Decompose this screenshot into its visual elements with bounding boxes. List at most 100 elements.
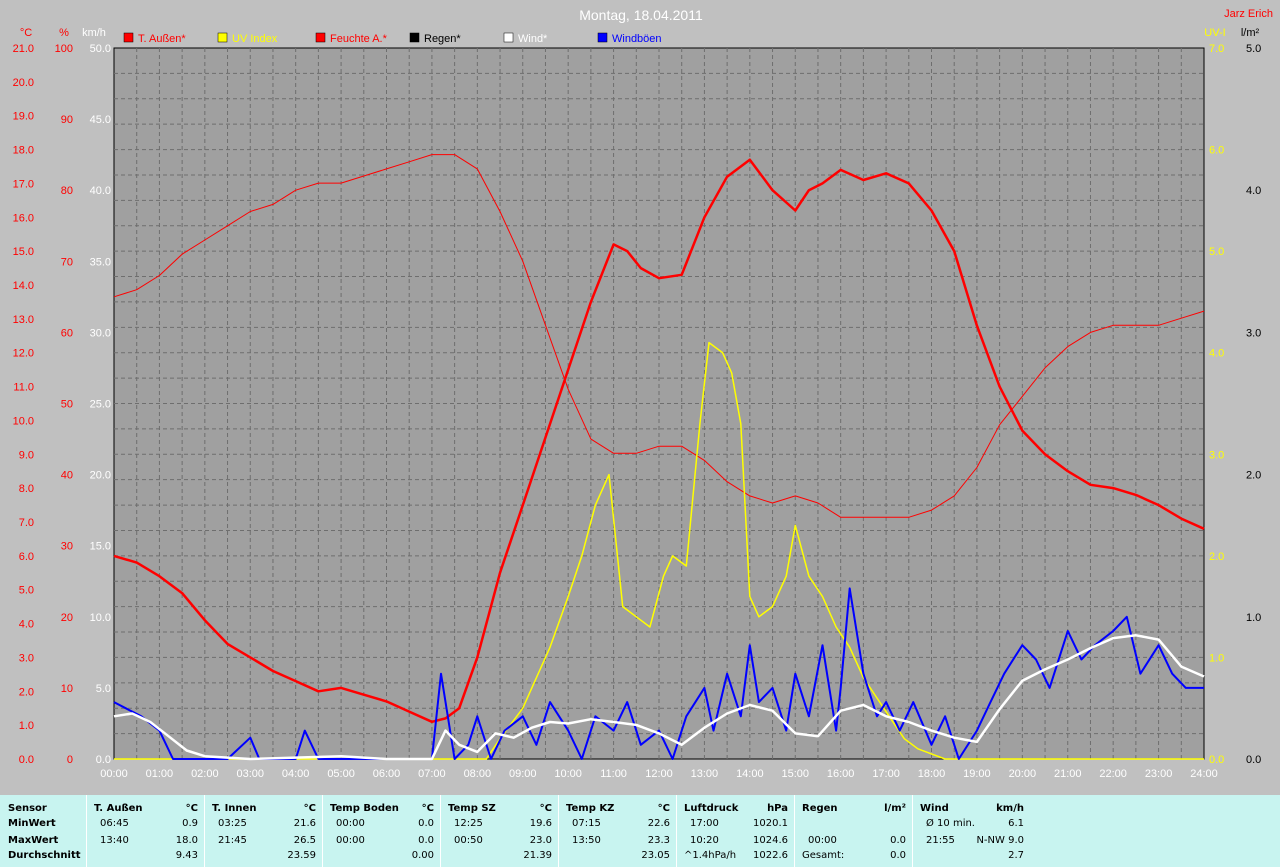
stat-min-value: 0.9: [182, 818, 198, 829]
legend-label: Wind*: [518, 33, 548, 45]
stat-max-value: 18.0: [175, 835, 198, 846]
temp-tick-label: 2.0: [19, 686, 34, 698]
column-separator: [86, 795, 87, 867]
humidity-unit-label: %: [59, 27, 69, 39]
temp-tick-label: 19.0: [13, 111, 34, 123]
x-tick-label: 00:00: [100, 768, 128, 780]
stat-avg-value: 2.7: [1008, 850, 1024, 861]
x-tick-label: 01:00: [146, 768, 174, 780]
x-tick-label: 22:00: [1099, 768, 1127, 780]
temp-tick-label: 15.0: [13, 246, 34, 258]
stat-unit: °C: [421, 803, 434, 814]
uv-tick-label: 7.0: [1209, 43, 1224, 55]
stat-title: T. Innen: [212, 803, 257, 814]
rain-tick-label: 5.0: [1246, 43, 1261, 55]
x-tick-label: 12:00: [645, 768, 673, 780]
temp-tick-label: 13.0: [13, 314, 34, 326]
temp-tick-label: 9.0: [19, 449, 34, 461]
stat-title: Temp Boden: [330, 803, 399, 814]
uv-tick-label: 0.0: [1209, 754, 1224, 766]
stat-min-value: 1020.1: [753, 818, 788, 829]
temp-tick-label: 5.0: [19, 585, 34, 597]
stat-max-value: N-NW 9.0: [976, 835, 1024, 846]
humidity-tick-label: 40: [61, 470, 73, 482]
series-group: [113, 154, 1205, 761]
stat-max-time: 00:50: [454, 835, 483, 846]
label-max: MaxWert: [8, 835, 59, 846]
temp-tick-label: 3.0: [19, 652, 34, 664]
humidity-tick-label: 80: [61, 185, 73, 197]
stat-min-time: 17:00: [690, 818, 719, 829]
stat-max-value: 0.0: [418, 835, 434, 846]
series-line: [114, 341, 1204, 760]
legend-label: Regen*: [424, 33, 461, 45]
temp-tick-label: 8.0: [19, 483, 34, 495]
column-separator: [912, 795, 913, 867]
chart-title: Montag, 18.04.2011: [579, 7, 703, 23]
stats-column: T. Außen °C 06:45 0.9 13:40 18.0 9.43: [88, 795, 206, 867]
temp-tick-label: 1.0: [19, 720, 34, 732]
temp-tick-label: 20.0: [13, 77, 34, 89]
stat-unit: km/h: [996, 803, 1024, 814]
uv-tick-label: 3.0: [1209, 449, 1224, 461]
x-tick-label: 09:00: [509, 768, 537, 780]
column-separator: [676, 795, 677, 867]
axes: 00:00 01:00 02:00 03:00 04:00 05:00 06:00 07:00…: [13, 27, 1262, 780]
stat-min-value: 22.6: [647, 818, 670, 829]
stat-title: T. Außen: [94, 803, 143, 814]
rain-tick-label: 1.0: [1246, 612, 1261, 624]
stat-title: Regen: [802, 803, 838, 814]
uv-tick-label: 4.0: [1209, 348, 1224, 360]
stat-max-value: 0.0: [890, 835, 906, 846]
wind-tick-label: 5.0: [96, 683, 111, 695]
temp-tick-label: 12.0: [13, 348, 34, 360]
uv-tick-label: 5.0: [1209, 246, 1224, 258]
stat-min-value: 0.0: [418, 818, 434, 829]
rain-unit-label: l/m²: [1241, 27, 1260, 39]
stat-avg-value: 9.43: [175, 850, 198, 861]
stat-max-time: 00:00: [336, 835, 365, 846]
stat-title: Temp SZ: [448, 803, 496, 814]
stat-unit: °C: [539, 803, 552, 814]
stat-max-value: 23.3: [647, 835, 670, 846]
weather-chart: Montag, 18.04.2011 Jarz Erich T. Außen* U…: [12, 7, 1273, 780]
stat-max-time: 21:55: [926, 835, 955, 846]
stat-avg-value: 0.0: [890, 850, 906, 861]
x-tick-label: 21:00: [1054, 768, 1082, 780]
stat-min-value: 19.6: [529, 818, 552, 829]
stat-avg-value: 21.39: [523, 850, 552, 861]
legend-swatch: [503, 32, 514, 43]
stats-column: Temp SZ °C 12:25 19.6 00:50 23.0 21.39: [442, 795, 560, 867]
x-tick-label: 02:00: [191, 768, 219, 780]
stat-max-time: 13:50: [572, 835, 601, 846]
stat-max-time: 10:20: [690, 835, 719, 846]
legend-swatch: [315, 32, 326, 43]
wind-tick-label: 50.0: [90, 43, 111, 55]
wind-tick-label: 20.0: [90, 470, 111, 482]
legend-swatch: [217, 32, 228, 43]
wind-tick-label: 30.0: [90, 327, 111, 339]
temp-tick-label: 14.0: [13, 280, 34, 292]
column-separator: [558, 795, 559, 867]
wind-tick-label: 35.0: [90, 256, 111, 268]
temp-tick-label: 21.0: [13, 43, 34, 55]
rain-tick-label: 2.0: [1246, 470, 1261, 482]
statistics-panel: Sensor MinWert MaxWert Durchschnitt T. A…: [0, 795, 1280, 867]
wind-tick-label: 25.0: [90, 399, 111, 411]
x-tick-label: 04:00: [282, 768, 310, 780]
stat-min-time: 00:00: [336, 818, 365, 829]
x-tick-label: 20:00: [1009, 768, 1037, 780]
humidity-tick-label: 30: [61, 541, 73, 553]
stat-title: Wind: [920, 803, 949, 814]
legend-label: T. Außen*: [138, 33, 186, 45]
stat-min-time: 03:25: [218, 818, 247, 829]
stat-avg-value: 1022.6: [753, 850, 788, 861]
stats-row-labels: Sensor MinWert MaxWert Durchschnitt: [0, 795, 88, 867]
stat-unit: l/m²: [884, 803, 906, 814]
humidity-tick-label: 50: [61, 399, 73, 411]
wind-unit-label: km/h: [82, 27, 106, 39]
x-tick-label: 15:00: [781, 768, 809, 780]
series-line: [113, 634, 1205, 761]
stat-min-value: 6.1: [1008, 818, 1024, 829]
label-avg: Durchschnitt: [8, 850, 81, 861]
